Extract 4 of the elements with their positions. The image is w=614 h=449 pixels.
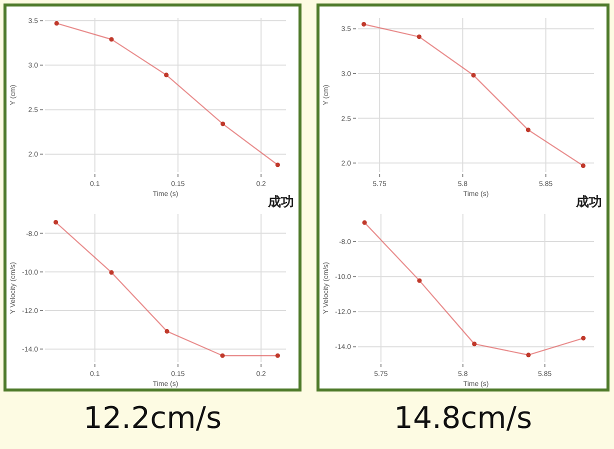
text: 成功 xyxy=(575,195,602,210)
text: 14.8cm/s xyxy=(394,401,532,436)
text: 成功 xyxy=(267,195,294,210)
text: 12.2cm/s xyxy=(83,401,222,436)
